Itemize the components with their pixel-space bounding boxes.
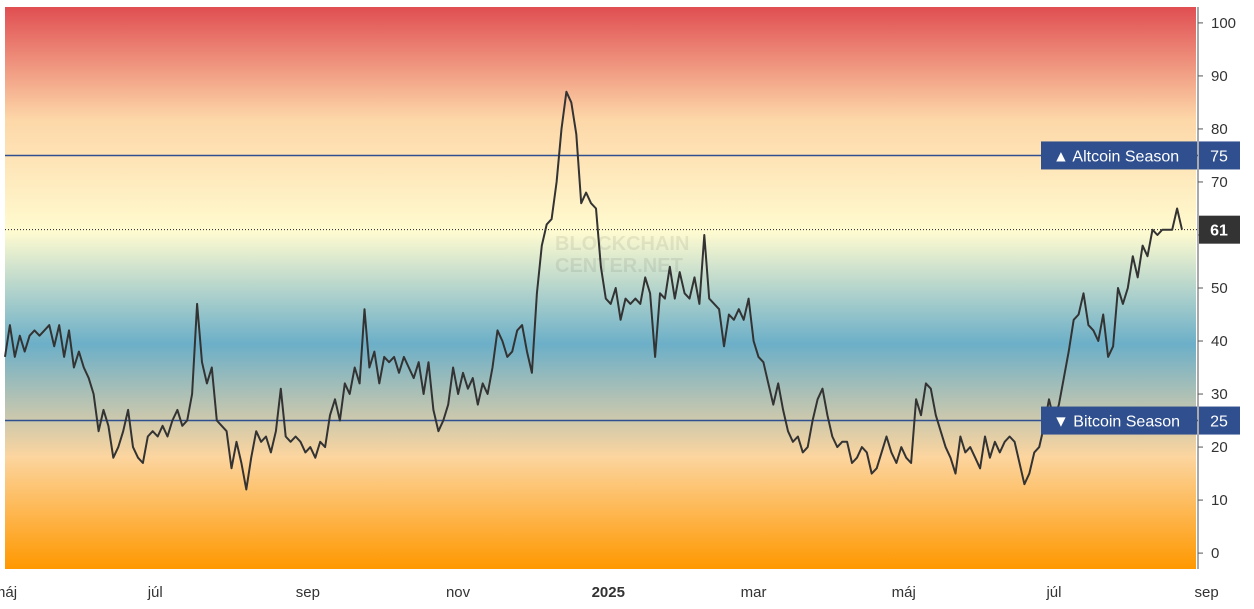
y-axis: 0102030405060708090100: [1198, 15, 1236, 562]
value-badge: [1199, 406, 1240, 435]
axis-badges: ▲ Altcoin Season 75 ▼ Bitcoin Season 25 61: [1041, 141, 1240, 435]
x-tick-label: nov: [446, 584, 471, 601]
x-tick-label: sep: [296, 584, 320, 601]
y-tick-label: 10: [1211, 492, 1228, 509]
y-tick-label: 0: [1211, 545, 1219, 562]
x-axis: máj júl sep nov 2025 mar máj júl sep: [0, 584, 1219, 601]
value-badge: [1199, 141, 1240, 170]
season-badge-label: ▲ Altcoin Season: [1053, 148, 1179, 165]
y-tick-label: 80: [1211, 121, 1228, 138]
x-tick-label: sep: [1195, 584, 1219, 601]
x-tick-label: máj: [0, 584, 17, 601]
season-badge-label: ▼ Bitcoin Season: [1053, 414, 1180, 431]
plot-background: [5, 7, 1196, 569]
y-tick-label: 100: [1211, 15, 1236, 32]
x-tick-label: júl: [1045, 584, 1061, 601]
watermark-text: BLOCKCHAIN: [555, 233, 689, 255]
y-tick-label: 30: [1211, 386, 1228, 403]
y-tick-label: 20: [1211, 439, 1228, 456]
index-line: [4, 90, 1183, 491]
season-badge: [1041, 141, 1197, 170]
reference-lines: [5, 154, 1198, 422]
value-badge-label: 25: [1210, 414, 1228, 431]
y-tick-label: 50: [1211, 280, 1228, 297]
x-tick-label: júl: [147, 584, 163, 601]
current-value-label: 61: [1210, 223, 1228, 240]
watermark-text: CENTER.NET: [555, 255, 683, 277]
y-tick-label: 70: [1211, 174, 1228, 191]
x-tick-label: mar: [741, 584, 767, 601]
current-value-badge: [1199, 215, 1240, 244]
x-tick-label: 2025: [592, 584, 625, 601]
x-tick-label: máj: [892, 584, 916, 601]
y-tick-label: 90: [1211, 68, 1228, 85]
value-badge-label: 75: [1210, 148, 1228, 165]
y-tick-label: 40: [1211, 333, 1228, 350]
season-badge: [1041, 406, 1197, 435]
